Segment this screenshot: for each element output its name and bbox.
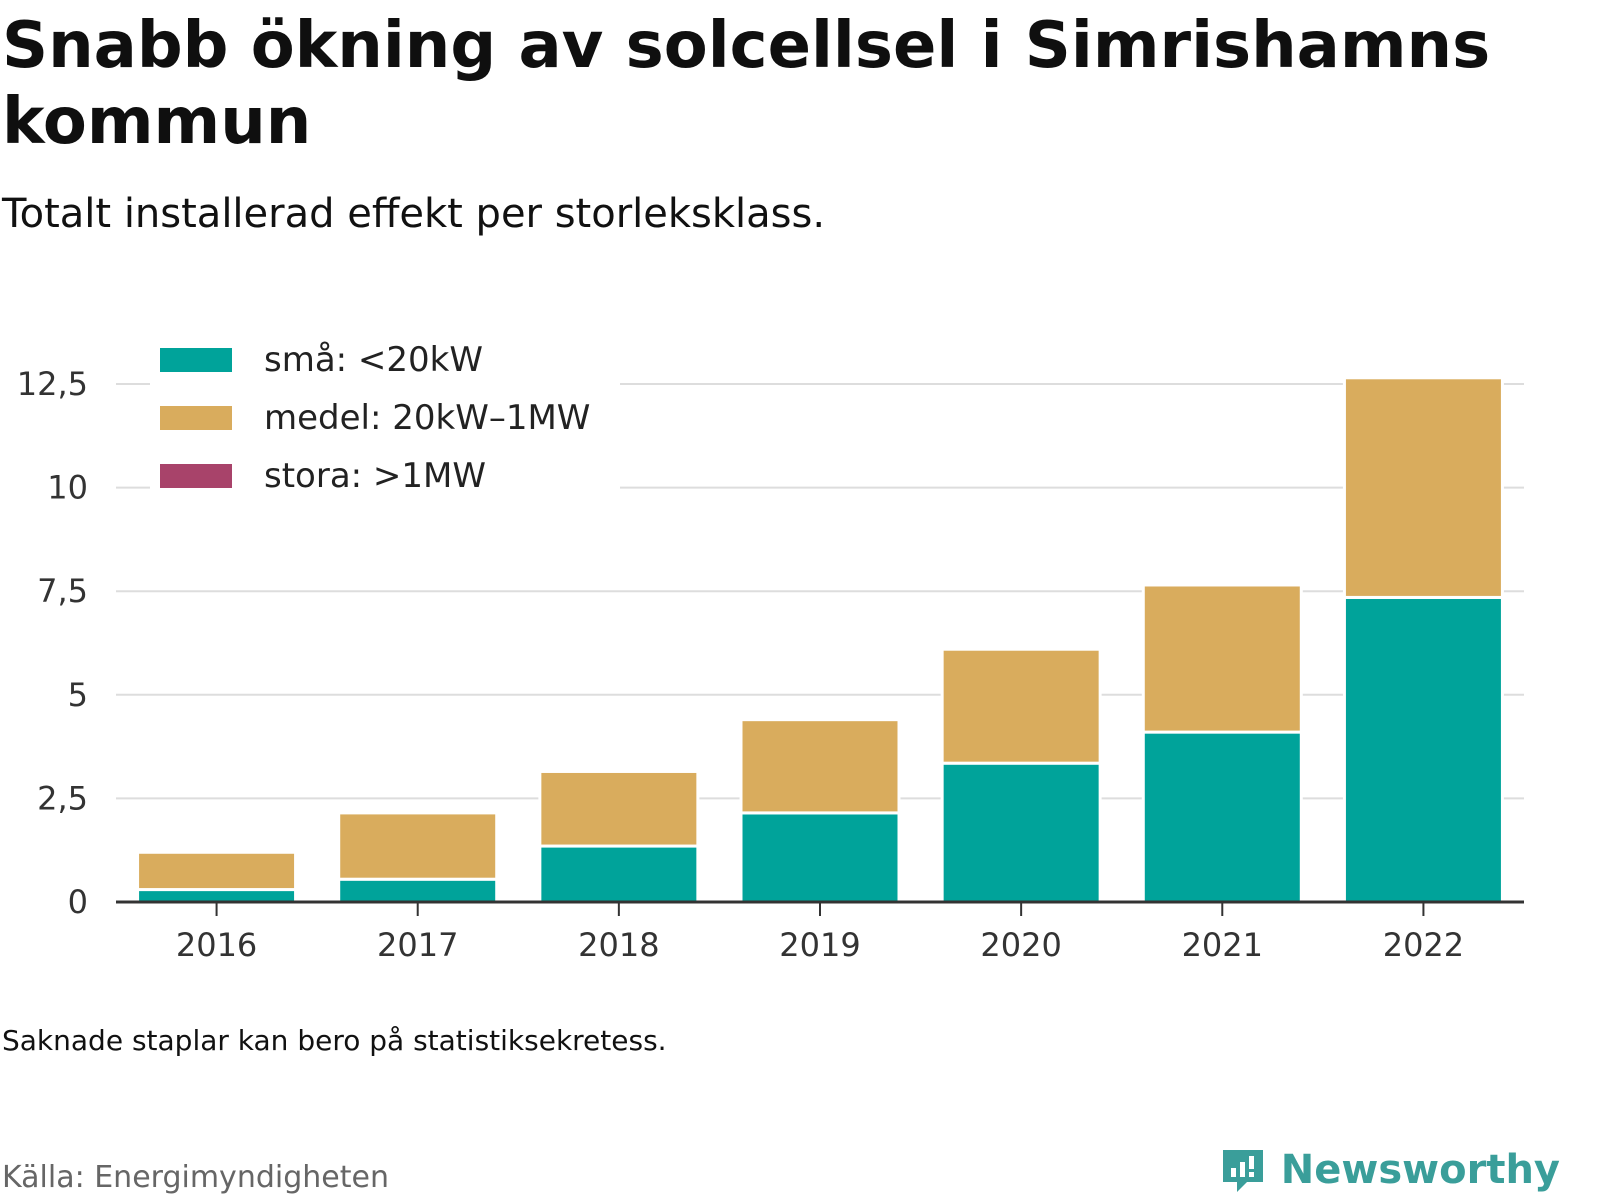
x-tick-label: 2020 [980,926,1061,964]
brand-logo: Newsworthy [1219,1142,1560,1198]
y-tick-label: 5 [68,676,88,714]
x-tick-label: 2016 [176,926,257,964]
brand-name: Newsworthy [1280,1147,1560,1193]
bar-segment [1141,730,1303,904]
y-tick-label: 0 [68,883,88,921]
bar-segment [538,844,700,904]
bar-segment [337,877,499,904]
legend-swatch [160,406,232,430]
x-tick-label: 2021 [1182,926,1263,964]
bar-segment [337,811,499,881]
y-tick-label: 7,5 [37,572,88,610]
bar-segment [1141,583,1303,734]
chart-title: Snabb ökning av solcellsel i Simrishamns… [2,9,1491,159]
y-tick-label: 12,5 [17,365,88,403]
bar-segment [940,647,1102,765]
source-credit: Källa: Energimyndigheten [2,1160,389,1195]
x-tick-label: 2017 [377,926,458,964]
bars [136,376,1504,904]
bar-chart-speech-bubble-icon [1222,1150,1263,1192]
y-axis-ticks: 0 2,5 5 7,5 10 12,5 [17,365,88,921]
footnote: Saknade staplar kan bero på statistiksek… [2,1024,667,1057]
legend-label: små: <20kW [264,340,483,380]
bar-segment [940,761,1102,904]
y-tick-label: 2,5 [37,779,88,817]
legend-swatch [160,348,232,372]
bar-segment [136,850,298,892]
x-tick-label: 2019 [779,926,860,964]
x-tick-label: 2018 [578,926,659,964]
y-tick-label: 10 [47,469,88,507]
bar-segment [739,718,901,815]
bar-segment [1342,376,1504,599]
legend-label: stora: >1MW [264,456,486,496]
bar-segment [739,811,901,904]
bar-segment [136,888,298,904]
bar-segment [1342,595,1504,904]
legend: små: <20kW medel: 20kW–1MW stora: >1MW [150,330,620,500]
x-tick-label: 2022 [1383,926,1464,964]
bar-segment [538,769,700,848]
chart-subtitle: Totalt installerad effekt per storlekskl… [2,191,826,237]
legend-label: medel: 20kW–1MW [264,398,590,438]
x-axis: 2016 2017 2018 2019 2020 2021 2022 [116,900,1524,964]
legend-swatch [160,464,232,488]
